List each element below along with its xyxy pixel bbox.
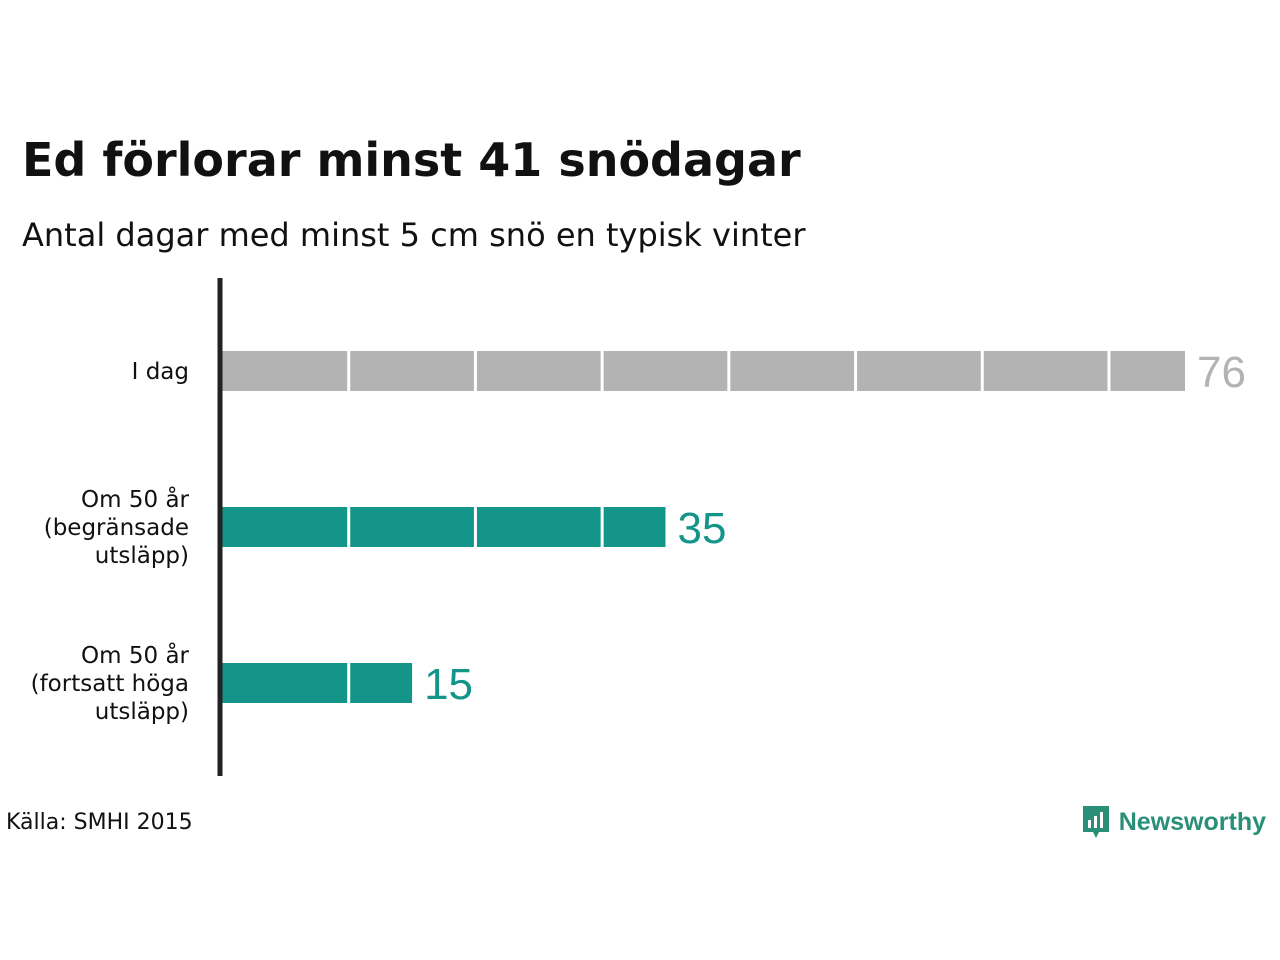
source-note: Källa: SMHI 2015 (6, 810, 193, 835)
newsworthy-logo-icon (1082, 806, 1109, 838)
category-label-2: Om 50 år (81, 485, 189, 513)
category-label-1: I dag (132, 359, 189, 385)
value-label-3: 15 (424, 660, 473, 709)
brand-logo: Newsworthy (1081, 804, 1266, 840)
category-label-3: utsläpp) (95, 699, 189, 725)
category-label-2: utsläpp) (95, 543, 189, 569)
value-label-2: 35 (677, 504, 726, 553)
bar-2 (222, 507, 666, 547)
chart-title: Ed förlorar minst 41 snödagar (22, 133, 801, 187)
brand-name: Newsworthy (1118, 807, 1266, 836)
category-label-3: (fortsatt höga (31, 671, 189, 697)
category-label-3: Om 50 år (81, 641, 189, 669)
value-label-1: 76 (1197, 348, 1246, 397)
bar-3 (222, 663, 413, 703)
bar-1 (222, 351, 1185, 391)
chart-subtitle: Antal dagar med minst 5 cm snö en typisk… (22, 216, 806, 254)
category-label-2: (begränsade (44, 515, 189, 541)
